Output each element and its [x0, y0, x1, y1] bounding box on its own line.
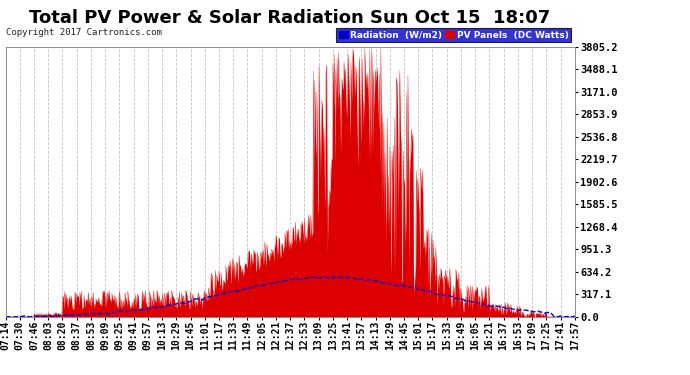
- Text: Total PV Power & Solar Radiation Sun Oct 15  18:07: Total PV Power & Solar Radiation Sun Oct…: [29, 9, 551, 27]
- Text: Copyright 2017 Cartronics.com: Copyright 2017 Cartronics.com: [6, 28, 162, 38]
- Legend: Radiation  (W/m2), PV Panels  (DC Watts): Radiation (W/m2), PV Panels (DC Watts): [336, 28, 571, 42]
